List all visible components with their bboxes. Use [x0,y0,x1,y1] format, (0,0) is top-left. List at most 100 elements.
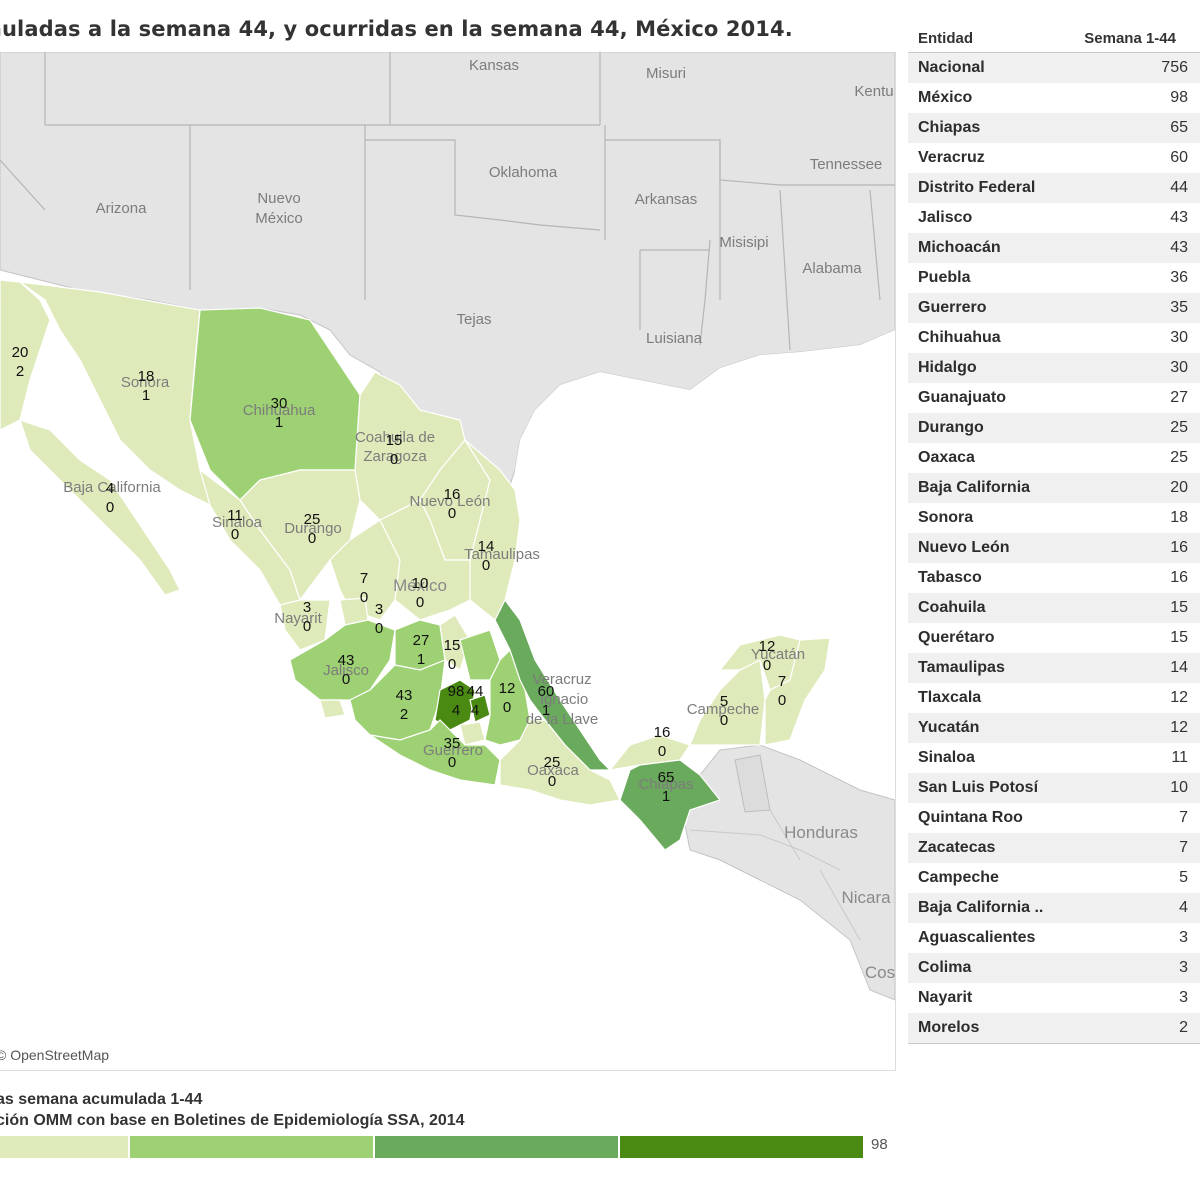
state-week-label: 0 [548,773,556,790]
place-label: Tamaulipas [464,546,540,563]
state-accumulated-label: 35 [444,735,461,752]
entity-name: Querétaro [918,629,995,646]
table-row[interactable]: Guerrero 35 [908,293,1200,323]
map-credit: © OpenStreetMap [0,1047,110,1063]
column-header-weeks[interactable]: Semana 1-44 [1050,29,1200,47]
legend-color-bin-4 [620,1136,863,1158]
place-label: Yucatán [751,646,805,663]
table-row[interactable]: Jalisco 43 [908,203,1200,233]
state-accumulated-label: 7 [360,570,368,587]
table-row[interactable]: Sonora 18 [908,503,1200,533]
table-row[interactable]: Tabasco 16 [908,563,1200,593]
entity-value: 12 [1170,719,1188,736]
us-state-borders [0,52,895,351]
place-label: Nuevo [257,190,300,207]
table-row[interactable]: Aguascalientes 3 [908,923,1200,953]
table-row[interactable]: Tamaulipas 14 [908,653,1200,683]
place-label: Veracruz [532,671,591,688]
entity-name: Sonora [918,509,974,526]
table-row[interactable]: México 98 [908,83,1200,113]
entity-value: 16 [1170,569,1188,586]
table-header: Entidad Semana 1-44 [908,24,1200,53]
entity-value: 5 [1179,869,1188,886]
state-week-label: 4 [471,702,479,719]
table-row[interactable]: Baja California .. 4 [908,893,1200,923]
entity-name: Nayarit [918,989,973,1006]
entity-name: Jalisco [918,209,973,226]
entity-value: 60 [1170,149,1188,166]
table-row[interactable]: Puebla 36 [908,263,1200,293]
entity-value: 10 [1170,779,1188,796]
table-row[interactable]: Baja California 20 [908,473,1200,503]
state-week-label: 0 [360,589,368,606]
legend-max-label: 98 [871,1136,888,1153]
place-label: Nuevo León [410,493,491,510]
entity-table: Entidad Semana 1-44 Nacional 756 México 98 C… [908,24,1200,1044]
table-row[interactable]: Durango 25 [908,413,1200,443]
state-week-label: 1 [417,651,425,668]
table-row[interactable]: Hidalgo 30 [908,353,1200,383]
state-accumulated-label: 14 [478,538,495,555]
entity-name: Nuevo León [918,539,1010,556]
state-week-label: 0 [106,499,114,516]
table-row[interactable]: Oaxaca 25 [908,443,1200,473]
place-label: Oaxaca [527,762,579,779]
entity-value: 18 [1170,509,1188,526]
state-week-label: 0 [390,451,398,468]
table-row[interactable]: Coahuila 15 [908,593,1200,623]
table-row[interactable]: Michoacán 43 [908,233,1200,263]
entity-value: 98 [1170,89,1188,106]
place-label: Arkansas [635,191,698,208]
table-row[interactable]: Tlaxcala 12 [908,683,1200,713]
entity-value: 27 [1170,389,1188,406]
table-row[interactable]: Quintana Roo 7 [908,803,1200,833]
table-row[interactable]: Guanajuato 27 [908,383,1200,413]
legend-source: ción OMM con base en Boletines de Epidem… [0,1112,465,1129]
state-week-label: 0 [658,743,666,760]
table-row[interactable]: Campeche 5 [908,863,1200,893]
table-row[interactable]: Yucatán 12 [908,713,1200,743]
state-accumulated-label: 98 [448,683,465,700]
table-row[interactable]: Nayarit 3 [908,983,1200,1013]
entity-value: 15 [1170,599,1188,616]
place-label: Coahuila de [355,429,435,446]
state-accumulated-label: 25 [304,511,321,528]
table-row[interactable]: Zacatecas 7 [908,833,1200,863]
table-row[interactable]: Veracruz 60 [908,143,1200,173]
table-row[interactable]: Querétaro 15 [908,623,1200,653]
place-label: Nicara [841,888,891,907]
place-label: de la Llave [526,711,599,728]
place-label: Tennessee [810,156,883,173]
column-header-entity[interactable]: Entidad [918,29,973,47]
table-row[interactable]: Morelos 2 [908,1013,1200,1043]
table-row[interactable]: Chiapas 65 [908,113,1200,143]
legend-title: as semana acumulada 1-44 [0,1091,203,1108]
entity-value: 25 [1170,419,1188,436]
state-accumulated-label: 7 [778,673,786,690]
place-label: Kentu [854,83,893,100]
state-accumulated-label: 10 [412,575,429,592]
place-label: Campeche [687,701,760,718]
table-row[interactable]: Nuevo León 16 [908,533,1200,563]
table-body: Nacional 756 México 98 Chiapas 65 Veracruz 60 Di… [908,53,1200,1044]
table-row[interactable]: San Luis Potosí 10 [908,773,1200,803]
choropleth-map[interactable]: Kansas Misuri Kentu Oklahoma Tennessee A… [0,52,896,1071]
entity-name: Coahuila [918,599,986,616]
legend-color-bin-1 [0,1136,128,1158]
table-row[interactable]: Chihuahua 30 [908,323,1200,353]
place-label: Chihuahua [243,402,316,419]
entity-value: 30 [1170,359,1188,376]
state-accumulated-label: 3 [303,599,311,616]
table-row[interactable]: Nacional 756 [908,53,1200,83]
entity-value: 16 [1170,539,1188,556]
state-accumulated-label: 30 [271,395,288,412]
state-week-label: 0 [308,530,316,547]
state-accumulated-label: 15 [386,432,403,449]
place-label: Sonora [121,374,170,391]
table-row[interactable]: Distrito Federal 44 [908,173,1200,203]
state-accumulated-label: 43 [338,652,355,669]
table-row[interactable]: Sinaloa 11 [908,743,1200,773]
state-accumulated-label: 18 [138,368,155,385]
table-row[interactable]: Colima 3 [908,953,1200,983]
